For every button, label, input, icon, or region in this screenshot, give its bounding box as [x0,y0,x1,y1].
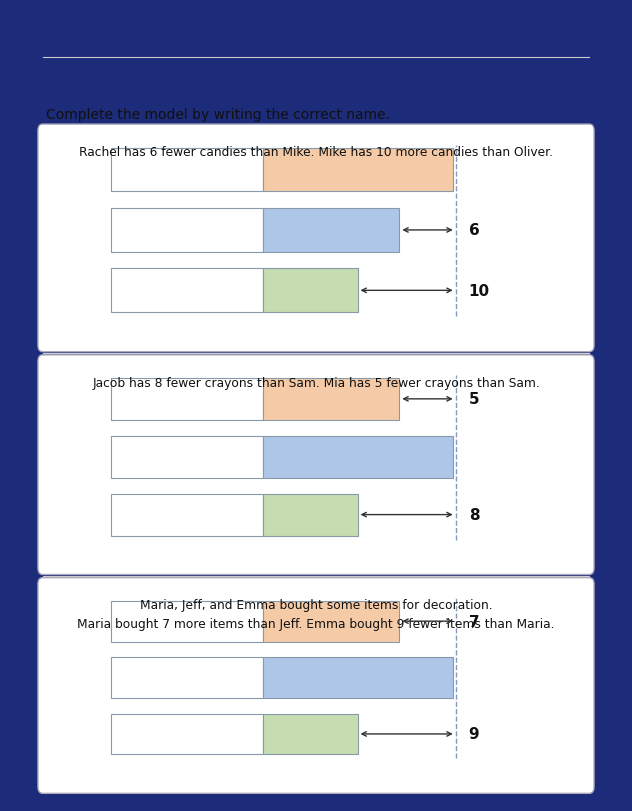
Text: 10: 10 [469,284,490,298]
Bar [111,208,262,252]
Bar [262,379,399,420]
Bar [111,714,262,754]
Text: 7: 7 [469,614,479,629]
Text: 6: 6 [469,223,480,238]
Bar [111,436,262,478]
Text: Maria bought 7 more items than Jeff. Emma bought 9 fewer items than Maria.: Maria bought 7 more items than Jeff. Emm… [77,618,555,631]
FancyBboxPatch shape [38,355,594,575]
Text: Maria, Jeff, and Emma bought some items for decoration.: Maria, Jeff, and Emma bought some items … [140,599,492,611]
Text: Bar Model: Bar Model [46,75,164,96]
Bar [262,657,453,698]
Bar [111,657,262,698]
Bar [262,208,399,252]
Text: Jacob has 8 fewer crayons than Sam. Mia has 5 fewer crayons than Sam.: Jacob has 8 fewer crayons than Sam. Mia … [92,376,540,389]
Bar [111,601,262,642]
Bar [111,494,262,536]
Text: 9: 9 [469,727,479,741]
Bar [262,494,358,536]
Text: Learn: Learn [94,36,135,51]
Bar [262,436,453,478]
Text: 5: 5 [469,392,479,407]
Bar [262,148,453,192]
Bar [262,269,358,313]
Bar [262,714,358,754]
Bar [111,148,262,192]
FancyBboxPatch shape [38,125,594,352]
Bar [262,601,399,642]
Text: Rachel has 6 fewer candies than Mike. Mike has 10 more candies than Oliver.: Rachel has 6 fewer candies than Mike. Mi… [79,146,553,159]
Bar [111,269,262,313]
Bar [111,379,262,420]
Text: Complete the model by writing the correct name.: Complete the model by writing the correc… [46,108,390,122]
Text: Splash: Splash [46,36,101,51]
FancyBboxPatch shape [38,578,594,793]
Text: 8: 8 [469,508,479,522]
